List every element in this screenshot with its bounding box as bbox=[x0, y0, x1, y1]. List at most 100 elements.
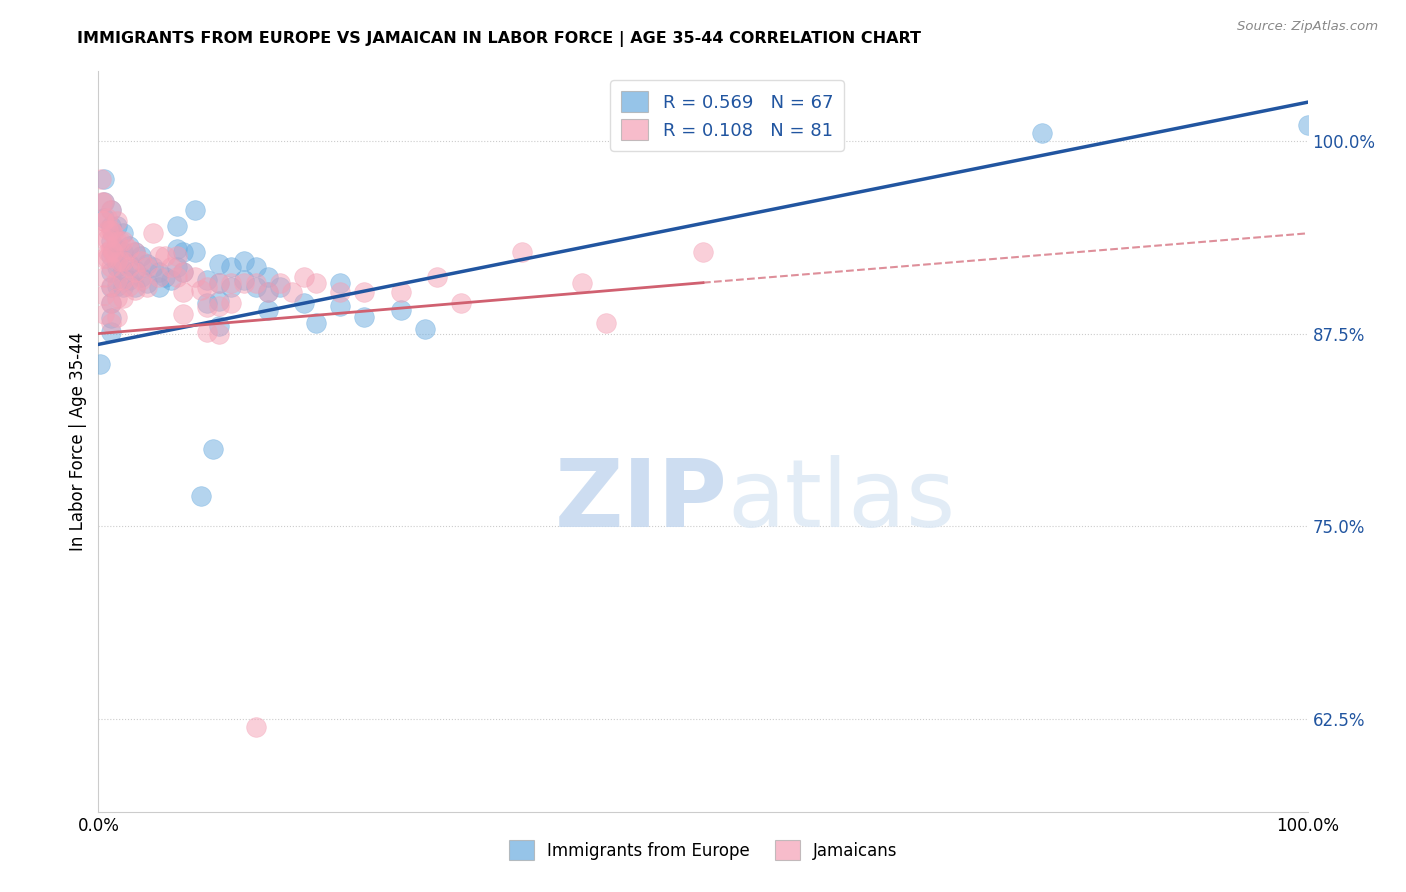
Point bbox=[450, 295, 472, 310]
Point bbox=[172, 244, 194, 259]
Point bbox=[195, 301, 218, 315]
Point bbox=[190, 284, 212, 298]
Point bbox=[101, 227, 124, 241]
Point bbox=[353, 310, 375, 324]
Point bbox=[153, 249, 176, 263]
Point bbox=[426, 269, 449, 284]
Point bbox=[111, 280, 134, 294]
Point bbox=[100, 295, 122, 310]
Point bbox=[305, 316, 328, 330]
Point bbox=[93, 172, 115, 186]
Point bbox=[208, 326, 231, 341]
Point bbox=[208, 294, 231, 309]
Point bbox=[256, 303, 278, 318]
Point bbox=[1296, 119, 1319, 133]
Point bbox=[111, 227, 134, 241]
Point bbox=[752, 134, 775, 148]
Point bbox=[221, 276, 243, 290]
Point bbox=[256, 269, 278, 284]
Point bbox=[148, 265, 170, 279]
Point bbox=[232, 254, 254, 268]
Point bbox=[305, 276, 328, 290]
Point bbox=[135, 260, 157, 275]
Point bbox=[100, 316, 122, 330]
Point bbox=[329, 276, 352, 290]
Point bbox=[100, 203, 122, 218]
Point bbox=[111, 272, 134, 286]
Point bbox=[90, 172, 112, 186]
Point bbox=[108, 254, 131, 268]
Point bbox=[413, 322, 436, 336]
Point bbox=[105, 272, 128, 286]
Point bbox=[111, 244, 134, 259]
Point bbox=[124, 265, 146, 279]
Point bbox=[91, 214, 114, 228]
Point bbox=[100, 295, 122, 310]
Point bbox=[93, 251, 115, 265]
Point bbox=[97, 244, 120, 259]
Point bbox=[329, 285, 352, 299]
Point bbox=[100, 242, 122, 256]
Point bbox=[208, 318, 231, 333]
Point bbox=[135, 276, 157, 290]
Point bbox=[232, 272, 254, 286]
Point bbox=[124, 280, 146, 294]
Point bbox=[100, 311, 122, 326]
Point bbox=[166, 242, 188, 256]
Point bbox=[160, 260, 183, 275]
Point bbox=[195, 295, 218, 310]
Point bbox=[292, 295, 315, 310]
Point bbox=[100, 219, 122, 233]
Point bbox=[208, 299, 231, 313]
Point bbox=[96, 251, 118, 265]
Point bbox=[245, 260, 267, 275]
Point bbox=[329, 299, 352, 313]
Point bbox=[124, 244, 146, 259]
Point bbox=[232, 276, 254, 290]
Point bbox=[100, 265, 122, 279]
Point bbox=[118, 278, 141, 293]
Point bbox=[166, 260, 188, 275]
Point bbox=[1031, 126, 1053, 140]
Point bbox=[129, 249, 152, 263]
Point bbox=[124, 263, 146, 277]
Point bbox=[111, 263, 134, 277]
Point bbox=[96, 232, 118, 246]
Point bbox=[269, 280, 291, 294]
Point bbox=[105, 260, 128, 275]
Point bbox=[111, 234, 134, 248]
Point bbox=[93, 306, 115, 320]
Point bbox=[97, 223, 120, 237]
Point bbox=[195, 325, 218, 339]
Point bbox=[595, 316, 617, 330]
Point bbox=[208, 276, 231, 290]
Point bbox=[184, 244, 207, 259]
Point bbox=[269, 276, 291, 290]
Point bbox=[172, 265, 194, 279]
Point bbox=[118, 242, 141, 256]
Point bbox=[100, 278, 122, 293]
Point bbox=[221, 260, 243, 275]
Point bbox=[208, 276, 231, 290]
Point bbox=[100, 280, 122, 294]
Point bbox=[105, 242, 128, 256]
Point bbox=[100, 234, 122, 248]
Point bbox=[153, 269, 176, 284]
Point bbox=[389, 303, 412, 318]
Point bbox=[100, 325, 122, 339]
Point bbox=[692, 244, 714, 259]
Point bbox=[202, 442, 225, 457]
Point bbox=[93, 195, 115, 210]
Text: atlas: atlas bbox=[727, 455, 956, 547]
Point bbox=[105, 214, 128, 228]
Point bbox=[172, 285, 194, 299]
Point bbox=[129, 254, 152, 268]
Point bbox=[245, 720, 267, 734]
Point bbox=[172, 265, 194, 279]
Point bbox=[389, 285, 412, 299]
Point bbox=[195, 272, 218, 286]
Point bbox=[221, 295, 243, 310]
Point bbox=[118, 257, 141, 271]
Point bbox=[129, 272, 152, 286]
Point bbox=[195, 280, 218, 294]
